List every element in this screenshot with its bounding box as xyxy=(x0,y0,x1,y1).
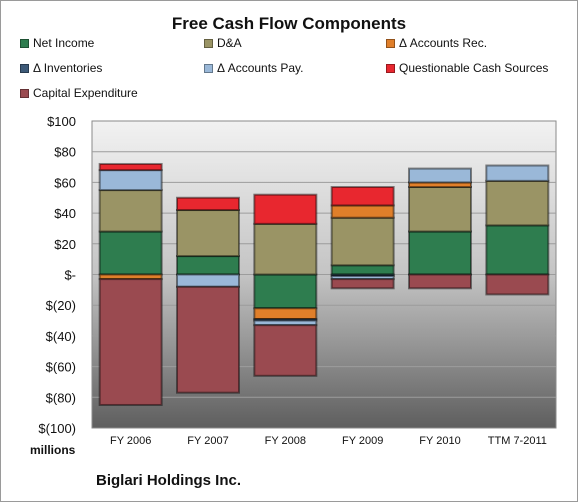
legend-swatch xyxy=(204,38,213,48)
bar-segment xyxy=(330,216,395,267)
bar-segment xyxy=(330,264,395,276)
y-tick-label: $(80) xyxy=(46,390,76,405)
bar-segment xyxy=(253,307,318,321)
bar-segment xyxy=(330,204,395,219)
bar-segment xyxy=(98,189,163,233)
legend-item: D&A xyxy=(204,36,242,50)
bar-segment xyxy=(98,169,163,192)
bar-segment xyxy=(408,230,472,276)
legend-item: Net Income xyxy=(20,36,94,50)
bar-segment xyxy=(408,167,472,184)
legend-label: Δ Accounts Pay. xyxy=(217,61,304,75)
bar-segment xyxy=(98,230,163,276)
bar-segment xyxy=(253,273,318,310)
legend-swatch xyxy=(204,63,213,73)
bar-segment xyxy=(485,179,550,227)
legend-label: Δ Inventories xyxy=(33,61,103,75)
y-tick-label: $80 xyxy=(54,145,76,160)
y-tick-label: $- xyxy=(64,268,76,283)
bar-segment xyxy=(485,164,550,182)
bar-segment xyxy=(253,324,318,377)
y-tick-label: $100 xyxy=(47,114,76,129)
legend-swatch xyxy=(386,63,395,73)
legend-swatch xyxy=(386,38,395,48)
bar-segment xyxy=(253,222,318,276)
y-tick-label: $60 xyxy=(54,175,76,190)
y-tick-label: $(20) xyxy=(46,298,76,313)
bar-segment xyxy=(485,224,550,276)
legend-label: D&A xyxy=(217,36,242,50)
y-tick-label: $(40) xyxy=(46,329,76,344)
legend-item: Δ Accounts Rec. xyxy=(386,36,487,50)
company-name: Biglari Holdings Inc. xyxy=(96,472,242,489)
bar-segment xyxy=(98,278,163,406)
bar-segment xyxy=(253,193,318,225)
bar-segment xyxy=(485,273,550,296)
bar-segment xyxy=(408,273,472,290)
legend-label: Questionable Cash Sources xyxy=(399,61,549,75)
legend-item: Capital Expenditure xyxy=(20,86,138,100)
legend-swatch xyxy=(20,38,29,48)
bar-segment xyxy=(176,209,240,258)
y-tick-label: $(100) xyxy=(38,421,76,436)
legend-swatch xyxy=(20,88,29,98)
bar-segment xyxy=(408,186,472,233)
bar-segment xyxy=(330,186,395,207)
x-tick-label: FY 2007 xyxy=(187,435,228,447)
x-tick-label: FY 2008 xyxy=(265,435,306,447)
x-tick-label: FY 2009 xyxy=(342,435,383,447)
legend-item: Questionable Cash Sources xyxy=(386,61,548,75)
legend-label: Capital Expenditure xyxy=(33,86,138,100)
legend-item: Δ Accounts Pay. xyxy=(204,61,304,75)
unit-label: millions xyxy=(30,443,76,457)
bar-segment xyxy=(176,273,240,288)
bar-segment xyxy=(176,255,240,276)
y-tick-label: $40 xyxy=(54,206,76,221)
bar-segment xyxy=(176,285,240,394)
y-tick-label: $(60) xyxy=(46,360,76,375)
legend-label: Δ Accounts Rec. xyxy=(399,36,488,50)
chart-title: Free Cash Flow Components xyxy=(171,14,407,33)
legend-label: Net Income xyxy=(33,36,95,50)
x-tick-label: FY 2006 xyxy=(110,435,151,447)
bar-segment xyxy=(176,196,240,212)
legend-swatch xyxy=(20,63,29,73)
chart-legend: Net Income D&A Δ Accounts Rec. Δ Inventorie… xyxy=(20,36,578,106)
legend-item: Δ Inventories xyxy=(20,61,102,75)
bar-segment xyxy=(98,162,163,172)
x-tick-label: TTM 7-2011 xyxy=(488,435,547,447)
x-tick-label: FY 2010 xyxy=(419,435,460,447)
y-tick-label: $20 xyxy=(54,237,76,252)
bar-segment xyxy=(330,278,395,290)
